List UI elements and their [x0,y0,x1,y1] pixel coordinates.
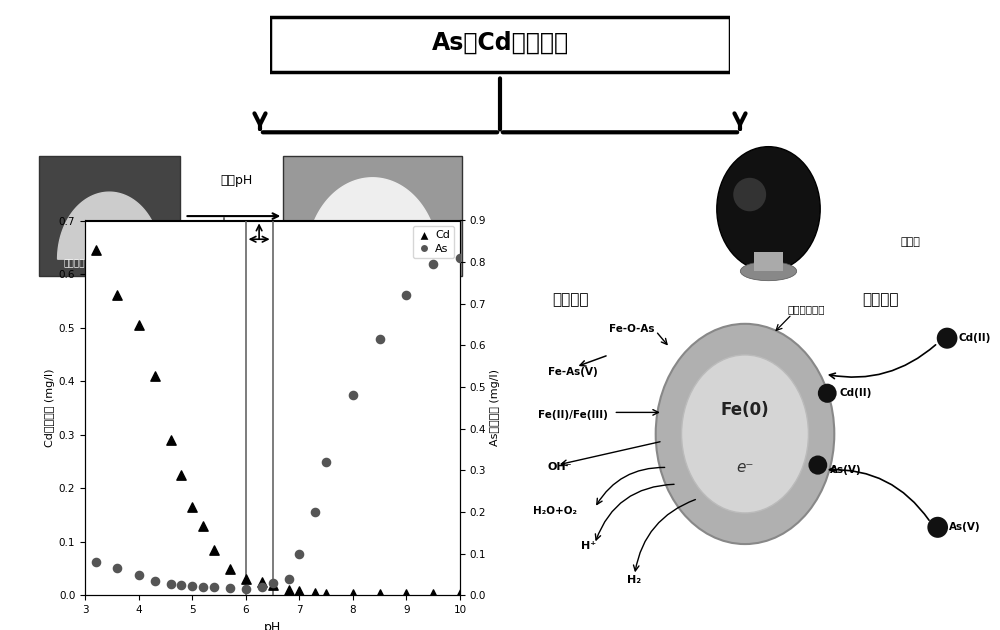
X-axis label: pH: pH [264,621,281,630]
Y-axis label: Cd溶出浓度 (mg/l): Cd溶出浓度 (mg/l) [45,369,55,447]
Ellipse shape [740,261,797,281]
Point [131,570,147,580]
Point [425,259,441,269]
Ellipse shape [656,324,834,544]
FancyBboxPatch shape [283,156,462,276]
Point [291,586,307,596]
Point [173,470,189,480]
Ellipse shape [717,147,820,271]
Point [307,588,323,598]
Point [222,583,238,593]
Point [254,577,270,587]
Point [184,502,200,512]
Text: Cd(II): Cd(II) [839,388,871,398]
Point [291,549,307,559]
Point [206,545,222,555]
Text: As、Cd同步锶化: As、Cd同步锶化 [431,31,569,55]
FancyBboxPatch shape [39,156,180,276]
Polygon shape [58,192,161,259]
Point [173,580,189,590]
Text: Cd(II): Cd(II) [959,333,991,343]
Point [452,589,468,599]
Text: 沉淠作用: 沉淠作用 [552,292,589,307]
Point [398,290,414,301]
Text: As(V): As(V) [949,522,981,532]
Point [206,582,222,592]
Text: 硫酸亚铁: 硫酸亚铁 [63,260,85,269]
Point [109,290,125,301]
Point [88,245,104,255]
Text: H₂: H₂ [628,575,642,585]
Point [88,557,104,567]
Ellipse shape [682,355,808,513]
Circle shape [818,384,837,403]
Polygon shape [307,178,438,259]
Text: Fe(0): Fe(0) [721,401,769,419]
Text: Fe(II)/Fe(III): Fe(II)/Fe(III) [538,410,608,420]
Point [372,588,388,598]
Point [184,581,200,591]
Point [345,391,361,401]
Legend: Cd, As: Cd, As [413,226,454,258]
Point [318,588,334,598]
Point [318,457,334,467]
Circle shape [937,328,957,349]
Text: 铁氧化物表面: 铁氧化物表面 [787,304,825,314]
Text: As(V): As(V) [830,465,861,475]
Point [264,578,280,588]
FancyBboxPatch shape [15,127,495,616]
Point [109,563,125,573]
Text: 生石灰: 生石灰 [397,260,413,269]
Point [281,574,297,584]
Point [195,582,211,592]
Point [307,507,323,517]
Point [163,435,179,445]
FancyBboxPatch shape [270,17,730,72]
Point [425,589,441,599]
Point [398,588,414,598]
Text: 调节pH: 调节pH [220,174,252,186]
Point [195,520,211,530]
Point [372,334,388,344]
Point [147,370,163,381]
Point [452,253,468,263]
Ellipse shape [733,178,766,211]
Text: 零价铁: 零价铁 [900,238,920,248]
Point [345,588,361,598]
Point [238,584,254,594]
Text: OH⁻: OH⁻ [548,462,572,472]
Point [281,585,297,595]
Point [222,563,238,573]
Y-axis label: As溶出浓度 (mg/l): As溶出浓度 (mg/l) [490,369,500,447]
Point [238,575,254,585]
Point [147,576,163,586]
Bar [754,252,783,271]
FancyBboxPatch shape [505,127,985,616]
Text: H⁺: H⁺ [580,541,596,551]
Circle shape [808,455,827,474]
Point [163,578,179,588]
Point [254,582,270,592]
Point [264,580,280,590]
Text: H₂O+O₂: H₂O+O₂ [534,505,578,515]
Text: Fe-As(V): Fe-As(V) [548,367,597,377]
Point [131,320,147,330]
Text: Fe-O-As: Fe-O-As [609,324,655,334]
Text: 吸附作用: 吸附作用 [862,292,899,307]
Text: e⁻: e⁻ [736,460,754,475]
Circle shape [927,517,948,538]
